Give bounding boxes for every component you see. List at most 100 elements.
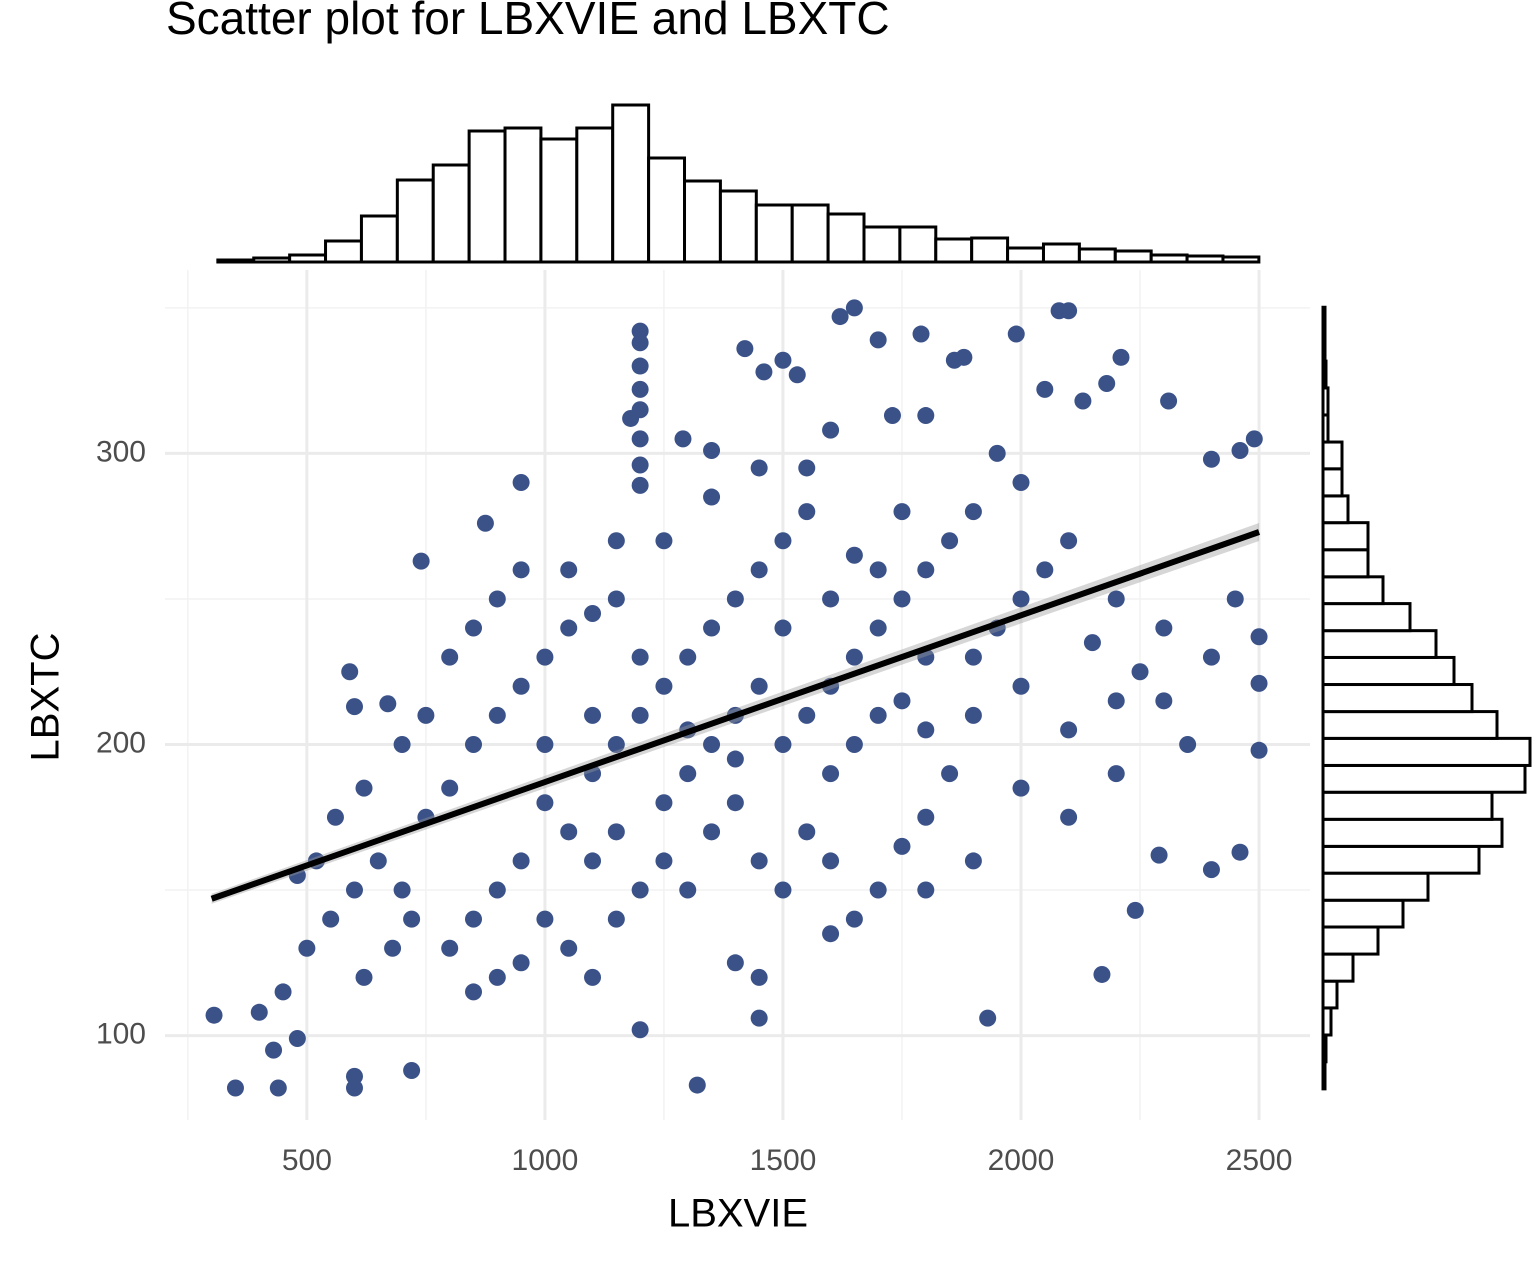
histogram-bar bbox=[647, 156, 687, 264]
histogram-bar bbox=[503, 126, 543, 264]
point bbox=[703, 619, 721, 637]
point bbox=[798, 459, 816, 477]
histogram-bar bbox=[1321, 979, 1339, 1010]
point bbox=[607, 532, 625, 550]
point bbox=[726, 954, 744, 972]
point bbox=[465, 619, 483, 637]
histogram-bar bbox=[1321, 359, 1328, 390]
point bbox=[631, 881, 649, 899]
point bbox=[205, 1006, 223, 1024]
point bbox=[774, 881, 792, 899]
point bbox=[355, 968, 373, 986]
x-tick-label: 2500 bbox=[1226, 1144, 1293, 1177]
point bbox=[798, 823, 816, 841]
histogram-bar bbox=[1321, 332, 1327, 363]
histogram-bar bbox=[1006, 246, 1045, 264]
point bbox=[584, 852, 602, 870]
histogram-bar bbox=[359, 214, 399, 264]
point bbox=[393, 735, 411, 753]
point bbox=[964, 503, 982, 521]
point bbox=[1202, 861, 1220, 879]
y-axis-label: LBXTC bbox=[24, 633, 68, 762]
point bbox=[622, 409, 640, 427]
point bbox=[941, 765, 959, 783]
point bbox=[631, 322, 649, 340]
point bbox=[560, 939, 578, 957]
point bbox=[979, 1009, 997, 1027]
histogram-bar bbox=[1321, 710, 1499, 740]
x-tick-label: 1500 bbox=[750, 1144, 817, 1177]
point bbox=[345, 698, 363, 716]
point bbox=[1012, 677, 1030, 695]
histogram-bar bbox=[898, 225, 938, 264]
point bbox=[1250, 741, 1268, 759]
histogram-bar bbox=[1321, 440, 1344, 471]
point bbox=[1107, 590, 1125, 608]
point bbox=[1098, 375, 1116, 393]
point bbox=[488, 590, 506, 608]
point bbox=[869, 706, 887, 724]
point bbox=[822, 925, 840, 943]
point bbox=[679, 648, 697, 666]
point bbox=[703, 823, 721, 841]
histogram-bar bbox=[1321, 305, 1327, 336]
histogram-bar bbox=[1321, 655, 1456, 687]
histogram-bar bbox=[1321, 629, 1438, 659]
point bbox=[631, 476, 649, 494]
point bbox=[822, 590, 840, 608]
point bbox=[893, 692, 911, 710]
point bbox=[726, 590, 744, 608]
point bbox=[869, 561, 887, 579]
point bbox=[465, 983, 483, 1001]
point bbox=[750, 459, 768, 477]
point bbox=[1131, 663, 1149, 681]
fit-line bbox=[210, 529, 1261, 902]
point bbox=[655, 852, 673, 870]
point bbox=[265, 1041, 283, 1059]
point bbox=[1231, 843, 1249, 861]
histogram-bar bbox=[1321, 548, 1370, 579]
histogram-bar bbox=[395, 178, 435, 264]
point bbox=[798, 503, 816, 521]
histogram-bar bbox=[934, 237, 974, 264]
point bbox=[883, 407, 901, 425]
histogram-bar bbox=[1321, 1033, 1328, 1064]
histogram-bar bbox=[1321, 1060, 1327, 1091]
histogram-bar bbox=[1321, 413, 1330, 444]
point bbox=[412, 552, 430, 570]
point bbox=[822, 852, 840, 870]
point bbox=[655, 794, 673, 812]
point bbox=[512, 474, 530, 491]
point bbox=[560, 823, 578, 841]
point bbox=[750, 561, 768, 579]
point bbox=[269, 1079, 287, 1097]
histogram-bar bbox=[1321, 467, 1344, 498]
point bbox=[726, 794, 744, 812]
point bbox=[917, 721, 935, 739]
histogram-bar bbox=[826, 212, 866, 264]
point bbox=[441, 648, 459, 666]
histogram-bar bbox=[1321, 683, 1474, 714]
histogram-bar bbox=[1321, 763, 1527, 794]
point bbox=[1155, 692, 1173, 710]
point bbox=[1007, 325, 1025, 343]
point bbox=[774, 735, 792, 753]
histogram-bar bbox=[1149, 253, 1189, 264]
point bbox=[679, 881, 697, 899]
point bbox=[869, 881, 887, 899]
histogram-bar bbox=[683, 179, 722, 264]
point bbox=[607, 823, 625, 841]
point bbox=[1060, 302, 1078, 320]
x-axis-label: LBXVIE bbox=[668, 1192, 808, 1236]
x-tick-label: 2000 bbox=[988, 1144, 1055, 1177]
point bbox=[631, 1021, 649, 1039]
point bbox=[703, 735, 721, 753]
histogram-bar bbox=[862, 225, 902, 264]
point bbox=[560, 619, 578, 637]
point bbox=[912, 325, 930, 343]
histogram-bar bbox=[539, 137, 579, 264]
point bbox=[1226, 590, 1244, 608]
point bbox=[1093, 965, 1111, 983]
point bbox=[488, 968, 506, 986]
